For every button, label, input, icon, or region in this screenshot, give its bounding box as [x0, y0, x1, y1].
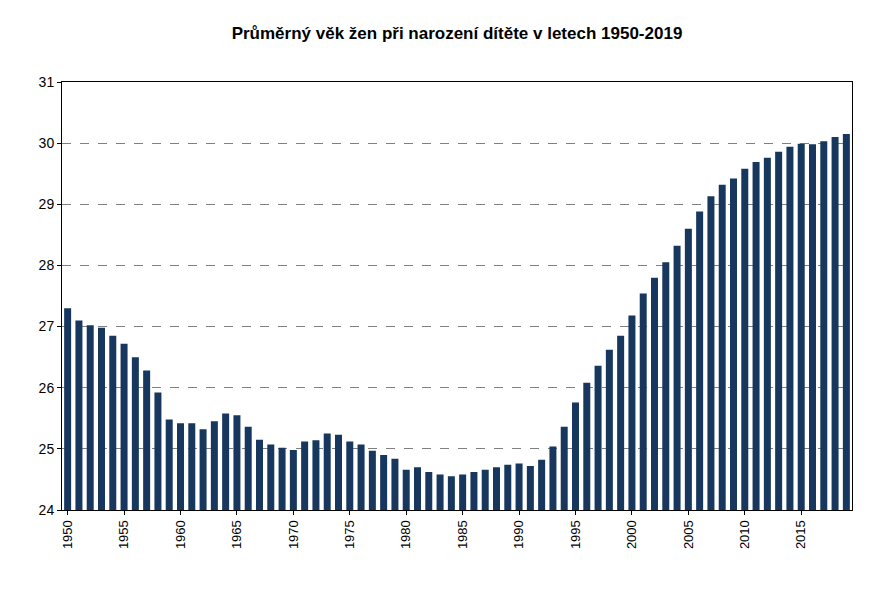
- svg-text:30: 30: [39, 135, 55, 151]
- svg-text:Průměrný věk žen při narození: Průměrný věk žen při narození dítěte v l…: [232, 24, 683, 43]
- svg-text:1985: 1985: [455, 520, 470, 549]
- svg-text:25: 25: [39, 441, 55, 457]
- svg-text:1955: 1955: [116, 520, 131, 549]
- svg-text:29: 29: [39, 196, 55, 212]
- svg-text:2015: 2015: [793, 520, 808, 549]
- svg-text:2005: 2005: [681, 520, 696, 549]
- svg-text:1965: 1965: [229, 520, 244, 549]
- svg-text:2010: 2010: [737, 520, 752, 549]
- svg-text:1990: 1990: [511, 520, 526, 549]
- svg-text:2000: 2000: [624, 520, 639, 549]
- svg-text:1970: 1970: [286, 520, 301, 549]
- svg-text:1995: 1995: [568, 520, 583, 549]
- svg-text:27: 27: [39, 318, 55, 334]
- svg-text:26: 26: [39, 380, 55, 396]
- svg-text:1980: 1980: [398, 520, 413, 549]
- svg-text:1960: 1960: [173, 520, 188, 549]
- svg-text:24: 24: [39, 502, 55, 518]
- svg-text:31: 31: [39, 74, 55, 90]
- svg-text:1975: 1975: [342, 520, 357, 549]
- svg-text:28: 28: [39, 257, 55, 273]
- svg-text:1950: 1950: [60, 520, 75, 549]
